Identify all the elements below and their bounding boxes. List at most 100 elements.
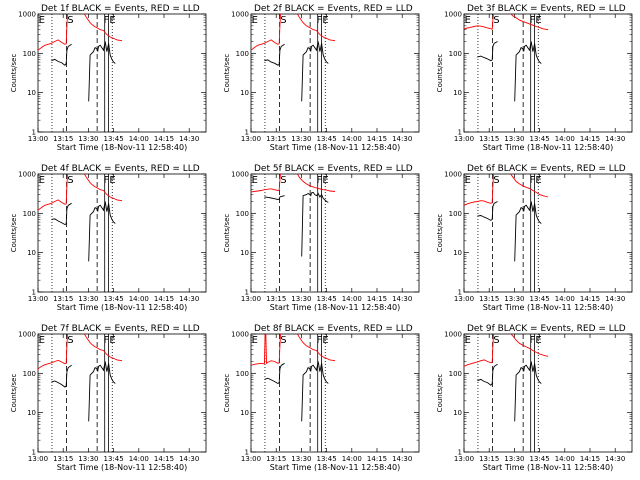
x-tick-label: 13:00: [454, 455, 474, 463]
x-tick-label: 14:15: [580, 295, 600, 303]
events-series-line: [477, 41, 498, 62]
x-axis-label: Start Time (18-Nov-11 12:58:40): [483, 303, 613, 312]
events-series-line: [514, 201, 542, 262]
y-tick-label: 1000: [444, 11, 462, 19]
x-tick-label: 14:30: [179, 135, 199, 143]
events-series-line: [264, 195, 285, 200]
x-tick-label: 13:30: [291, 295, 311, 303]
plot-frame: [250, 333, 420, 453]
x-tick-label: 14:00: [555, 455, 575, 463]
y-tick-label: 1: [458, 449, 462, 457]
panel-det-8: Det 8f BLACK = Events, RED = LLD 1 10 100 10…: [223, 324, 420, 472]
y-tick-label: 10: [240, 89, 249, 97]
x-tick-label: 13:45: [104, 135, 124, 143]
region-marker: E: [535, 15, 541, 26]
region-marker: S: [493, 335, 499, 346]
region-marker: E: [109, 175, 115, 186]
x-tick-label: 14:15: [367, 455, 387, 463]
y-axis-label: Counts/sec: [436, 214, 444, 253]
y-tick-label: 100: [449, 210, 462, 218]
region-marker: F: [104, 15, 110, 26]
x-tick-label: 14:30: [392, 295, 412, 303]
region-marker: E: [109, 15, 115, 26]
y-tick-label: 100: [23, 210, 36, 218]
y-tick-label: 100: [236, 50, 249, 58]
x-tick-label: 13:00: [454, 135, 474, 143]
region-marker: E: [109, 335, 115, 346]
region-marker: E: [322, 175, 328, 186]
lld-series-line: [510, 14, 549, 31]
x-axis-label: Start Time (18-Nov-11 12:58:40): [483, 143, 613, 152]
y-axis-label: Counts/sec: [223, 374, 231, 413]
y-axis-label: Counts/sec: [223, 54, 231, 93]
y-tick-label: 10: [453, 89, 462, 97]
lld-series-line: [510, 334, 549, 357]
region-marker: F: [530, 335, 536, 346]
lld-series-line: [251, 334, 281, 366]
events-series-line: [514, 41, 542, 102]
x-tick-label: 13:30: [504, 135, 524, 143]
y-tick-label: 100: [236, 370, 249, 378]
x-tick-label: 13:00: [241, 135, 261, 143]
x-tick-label: 13:15: [479, 135, 499, 143]
events-series-line: [477, 201, 498, 221]
x-tick-label: 13:30: [78, 135, 98, 143]
panel-title: Det 7f BLACK = Events, RED = LLD: [41, 324, 200, 334]
lld-series-line: [83, 334, 123, 362]
x-tick-label: 14:15: [154, 295, 174, 303]
region-marker: E: [252, 175, 258, 186]
y-tick-label: 10: [240, 249, 249, 257]
lld-series-line: [251, 14, 281, 51]
x-tick-label: 13:15: [266, 135, 286, 143]
x-tick-label: 14:00: [342, 295, 362, 303]
x-axis-label: Start Time (18-Nov-11 12:58:40): [57, 463, 187, 472]
lld-series-line: [296, 334, 336, 362]
events-series-line: [264, 362, 285, 385]
x-tick-label: 13:00: [241, 295, 261, 303]
region-marker: F: [317, 335, 323, 346]
plot-frame: [37, 13, 207, 133]
plot-frame: [463, 173, 633, 293]
x-tick-label: 14:00: [555, 295, 575, 303]
y-tick-label: 1000: [18, 11, 36, 19]
y-tick-label: 100: [449, 370, 462, 378]
region-marker: F: [104, 335, 110, 346]
x-tick-label: 14:00: [555, 135, 575, 143]
x-tick-label: 13:15: [53, 455, 73, 463]
x-tick-label: 13:15: [266, 295, 286, 303]
x-tick-label: 14:30: [605, 135, 625, 143]
panel-title: Det 8f BLACK = Events, RED = LLD: [254, 324, 413, 334]
events-series-line: [301, 41, 329, 102]
lld-series-line: [296, 14, 336, 42]
lld-series-line: [83, 14, 123, 42]
panel-det-7: Det 7f BLACK = Events, RED = LLD 1 10 100 10…: [10, 324, 207, 472]
region-marker: E: [252, 15, 258, 26]
x-tick-label: 13:30: [504, 295, 524, 303]
region-marker: S: [280, 335, 286, 346]
x-tick-label: 14:00: [129, 295, 149, 303]
lld-series-line: [38, 174, 68, 211]
events-series-line: [301, 191, 329, 257]
lld-series-line: [83, 174, 123, 202]
region-marker: E: [39, 175, 45, 186]
y-tick-label: 10: [27, 409, 36, 417]
x-tick-label: 14:00: [342, 135, 362, 143]
panel-title: Det 5f BLACK = Events, RED = LLD: [254, 164, 413, 174]
lld-series-line: [464, 174, 494, 206]
y-tick-label: 1000: [231, 171, 249, 179]
region-marker: S: [493, 15, 499, 26]
region-marker: F: [317, 15, 323, 26]
x-tick-label: 14:15: [580, 135, 600, 143]
region-marker: S: [67, 175, 73, 186]
events-series-line: [88, 201, 116, 262]
y-tick-label: 1: [32, 449, 36, 457]
x-tick-label: 14:00: [129, 455, 149, 463]
panel-title: Det 2f BLACK = Events, RED = LLD: [254, 4, 413, 14]
plot-frame: [250, 13, 420, 133]
x-tick-label: 13:15: [53, 135, 73, 143]
x-tick-label: 13:30: [78, 455, 98, 463]
y-axis-label: Counts/sec: [223, 214, 231, 253]
plot-frame: [37, 333, 207, 453]
lld-series-line: [464, 334, 494, 367]
y-tick-label: 10: [453, 249, 462, 257]
